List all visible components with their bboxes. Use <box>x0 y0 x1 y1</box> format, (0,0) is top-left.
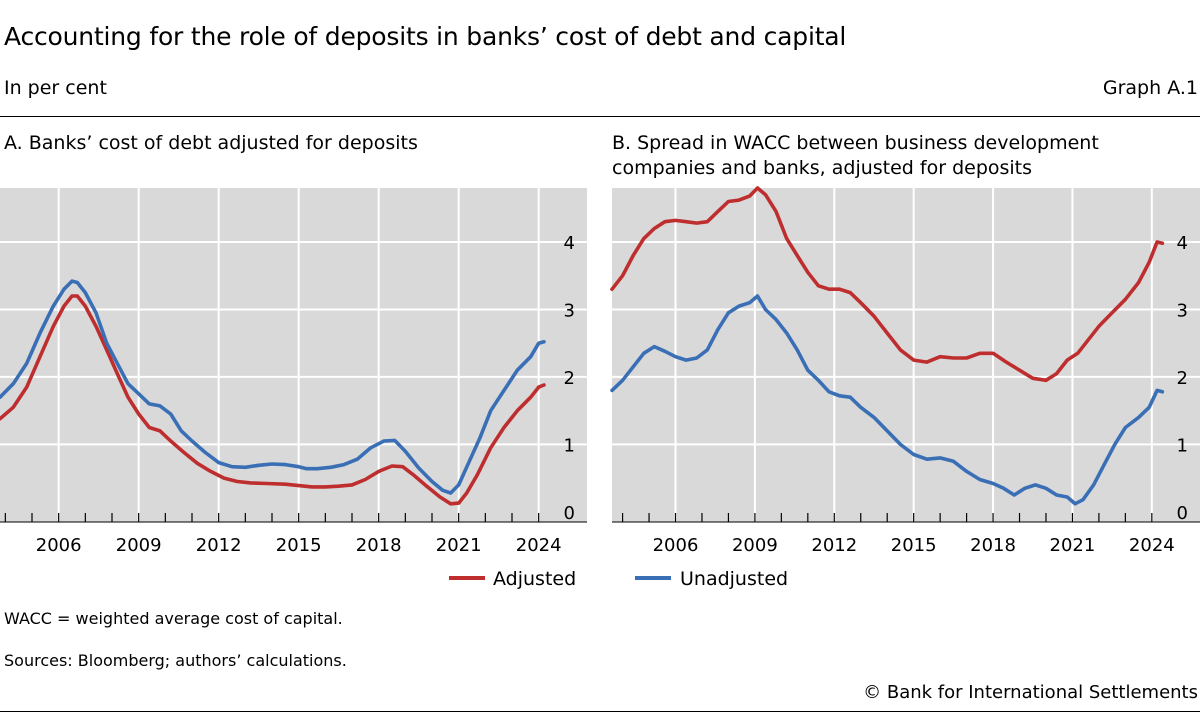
series-line-unadjusted-b <box>610 294 1165 506</box>
x-tick-label-2024: 2024 <box>1129 535 1175 556</box>
series-line-adjusted-a <box>0 294 546 506</box>
y-tick-label-2: 2 <box>1177 368 1188 389</box>
y-tick-label-3: 3 <box>1177 300 1188 321</box>
y-tick-label-2: 2 <box>564 368 575 389</box>
x-tick-label-2006: 2006 <box>36 535 82 556</box>
y-tick-label-3: 3 <box>564 300 575 321</box>
x-tick-label-2015: 2015 <box>276 535 322 556</box>
x-tick-label-2018: 2018 <box>356 535 402 556</box>
x-tick-label-2024: 2024 <box>516 535 562 556</box>
y-tick-label-4: 4 <box>1177 233 1188 254</box>
panel-a-title: A. Banks’ cost of debt adjusted for depo… <box>4 132 418 154</box>
charts-canvas: 0 1 2 3 4 2006 2009 2012 2015 2018 2021 2024 0 1 2 3 4 2… <box>0 186 1200 590</box>
panel-b-chart: 0 1 2 3 4 2006 2009 2012 2015 2018 2021 2024 <box>610 186 1200 556</box>
plot-background-a <box>0 188 587 522</box>
x-tick-label-2018: 2018 <box>970 535 1016 556</box>
x-tick-label-2009: 2009 <box>116 535 162 556</box>
x-tick-label-2012: 2012 <box>196 535 242 556</box>
footer-rule <box>0 711 1200 712</box>
graph-id: Graph A.1 <box>1102 77 1198 99</box>
footnote-sources: Sources: Bloomberg; authors’ calculation… <box>4 651 347 670</box>
x-tick-label-2009: 2009 <box>732 535 778 556</box>
x-tick-label-2015: 2015 <box>891 535 937 556</box>
copyright: © Bank for International Settlements <box>863 682 1198 703</box>
y-tick-label-4: 4 <box>564 233 575 254</box>
x-tick-label-2021: 2021 <box>436 535 482 556</box>
y-tick-label-1: 1 <box>1177 435 1188 456</box>
x-tick-label-2021: 2021 <box>1050 535 1096 556</box>
panel-a-chart: 0 1 2 3 4 2006 2009 2012 2015 2018 2021 2024 <box>0 188 587 556</box>
legend-adjusted-label: Adjusted <box>493 568 576 590</box>
y-tick-label-0: 0 <box>564 503 575 524</box>
legend: Adjusted Unadjusted <box>449 568 788 590</box>
y-tick-label-0: 0 <box>1177 503 1188 524</box>
footnote-wacc: WACC = weighted average cost of capital. <box>4 609 343 628</box>
header-rule <box>0 116 1200 117</box>
series-line-unadjusted-a <box>0 279 546 495</box>
series-line-adjusted-b <box>610 186 1165 383</box>
units-subtitle: In per cent <box>4 77 107 99</box>
page-title: Accounting for the role of deposits in b… <box>4 22 847 51</box>
y-tick-label-1: 1 <box>564 435 575 456</box>
x-tick-label-2006: 2006 <box>653 535 699 556</box>
legend-unadjusted-label: Unadjusted <box>680 568 788 590</box>
panel-b-title: B. Spread in WACC between business devel… <box>612 132 1099 179</box>
x-tick-label-2012: 2012 <box>811 535 857 556</box>
